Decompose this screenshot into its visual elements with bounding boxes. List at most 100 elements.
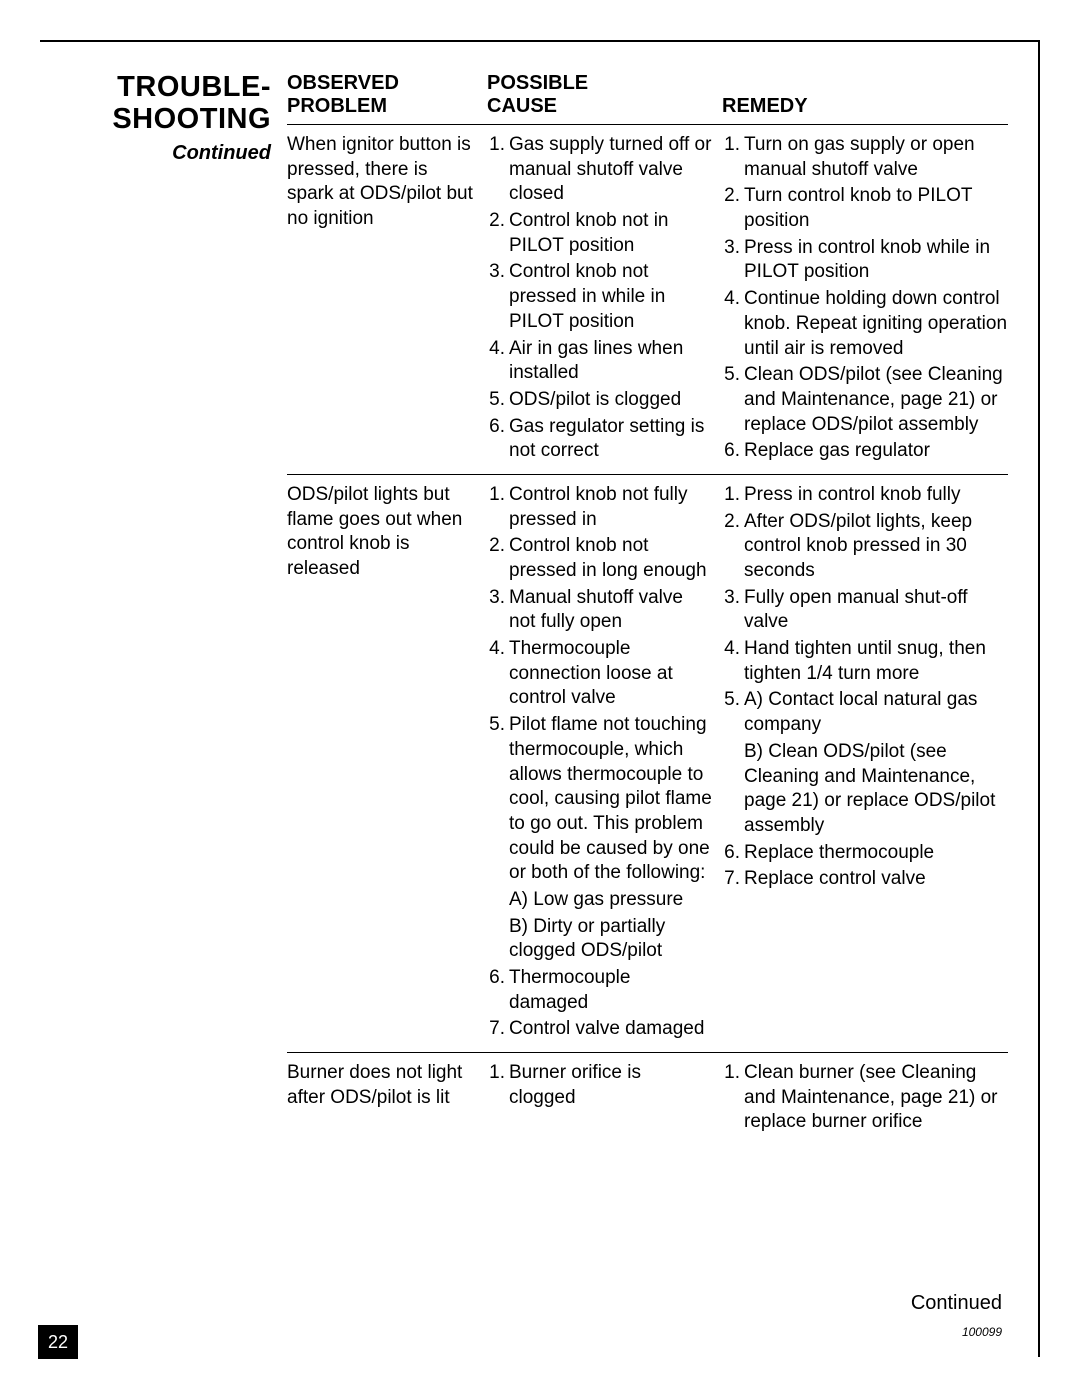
cell-cause-item: 4.Thermocouple connection loose at contr… — [487, 637, 712, 711]
table-row: Burner does not light after ODS/pilot is… — [287, 1053, 1008, 1145]
item-number: 6. — [487, 415, 509, 464]
item-number: 6. — [722, 841, 744, 866]
header-problem: OBSERVED PROBLEM — [287, 72, 487, 118]
item-text: Replace gas regulator — [744, 439, 1008, 464]
item-text: Press in control knob while in PILOT pos… — [744, 236, 1008, 285]
item-subtext: B) Clean ODS/pilot (see Cleaning and Mai… — [722, 740, 1008, 839]
cell-cause: 1.Control knob not fully pressed in2.Con… — [487, 483, 722, 1044]
cell-remedy-item: 5.A) Contact local natural gas company — [722, 688, 1008, 737]
cell-remedy-item: 4.Hand tighten until snug, then tighten … — [722, 637, 1008, 686]
item-number: 1. — [487, 483, 509, 532]
section-title-line1: TROUBLE- — [100, 72, 271, 104]
cell-cause: 1.Gas supply turned off or manual shutof… — [487, 133, 722, 466]
item-number: 1. — [722, 483, 744, 508]
cell-remedy-item: 6.Replace thermocouple — [722, 841, 1008, 866]
item-text: Turn on gas supply or open manual shutof… — [744, 133, 1008, 182]
table-header-row: OBSERVED PROBLEM POSSIBLE CAUSE REMEDY — [287, 72, 1008, 125]
item-text: Clean ODS/pilot (see Cleaning and Mainte… — [744, 363, 1008, 437]
item-number: 1. — [487, 1061, 509, 1110]
cell-cause-item: 5.Pilot flame not touching thermocouple,… — [487, 713, 712, 886]
item-number: 1. — [722, 133, 744, 182]
section-title: TROUBLE- SHOOTING — [100, 72, 271, 136]
item-text: Air in gas lines when installed — [509, 337, 712, 386]
item-text: Pilot flame not touching thermocouple, w… — [509, 713, 712, 886]
header-remedy-label: REMEDY — [722, 95, 808, 118]
header-cause-l1: POSSIBLE — [487, 72, 712, 95]
item-number: 3. — [487, 260, 509, 334]
cell-cause-item: 2.Control knob not pressed in long enoug… — [487, 534, 712, 583]
cell-remedy-item: 1.Turn on gas supply or open manual shut… — [722, 133, 1008, 182]
header-cause-l2: CAUSE — [487, 95, 712, 118]
cell-problem: When ignitor button is pressed, there is… — [287, 133, 487, 466]
cell-remedy: 1.Press in control knob fully2.After ODS… — [722, 483, 1008, 1044]
cell-cause-item: 2.Control knob not in PILOT position — [487, 209, 712, 258]
table-row: When ignitor button is pressed, there is… — [287, 125, 1008, 475]
page: TROUBLE- SHOOTING Continued OBSERVED PRO… — [0, 0, 1080, 1397]
layout: TROUBLE- SHOOTING Continued OBSERVED PRO… — [100, 72, 1008, 1297]
item-number: 3. — [722, 586, 744, 635]
item-number: 2. — [487, 209, 509, 258]
item-text: Thermocouple damaged — [509, 966, 712, 1015]
item-text: Replace thermocouple — [744, 841, 1008, 866]
section-title-line2: SHOOTING — [100, 104, 271, 136]
header-cause: POSSIBLE CAUSE — [487, 72, 722, 118]
table: OBSERVED PROBLEM POSSIBLE CAUSE REMEDY W… — [287, 72, 1008, 1297]
item-number: 5. — [487, 713, 509, 886]
item-text: Turn control knob to PILOT position — [744, 184, 1008, 233]
table-row: ODS/pilot lights but flame goes out when… — [287, 475, 1008, 1053]
item-number: 1. — [722, 1061, 744, 1135]
item-text: Control knob not in PILOT position — [509, 209, 712, 258]
item-number: 6. — [722, 439, 744, 464]
cell-problem: Burner does not light after ODS/pilot is… — [287, 1061, 487, 1137]
item-number: 2. — [487, 534, 509, 583]
cell-remedy-item: 3.Press in control knob while in PILOT p… — [722, 236, 1008, 285]
item-number: 4. — [722, 637, 744, 686]
item-number: 5. — [722, 363, 744, 437]
cell-cause-item: 3.Control knob not pressed in while in P… — [487, 260, 712, 334]
cell-cause-item: 1.Gas supply turned off or manual shutof… — [487, 133, 712, 207]
item-text: After ODS/pilot lights, keep control kno… — [744, 510, 1008, 584]
cell-remedy: 1.Turn on gas supply or open manual shut… — [722, 133, 1008, 466]
item-text: Control knob not pressed in while in PIL… — [509, 260, 712, 334]
section-continued: Continued — [100, 142, 271, 165]
cell-remedy-item: 1.Clean burner (see Cleaning and Mainten… — [722, 1061, 1008, 1135]
item-text: Gas supply turned off or manual shutoff … — [509, 133, 712, 207]
item-text: A) Contact local natural gas company — [744, 688, 1008, 737]
cell-remedy-item: 2.After ODS/pilot lights, keep control k… — [722, 510, 1008, 584]
item-text: Control knob not pressed in long enough — [509, 534, 712, 583]
cell-remedy-item: 5.Clean ODS/pilot (see Cleaning and Main… — [722, 363, 1008, 437]
cell-cause-item: 6.Thermocouple damaged — [487, 966, 712, 1015]
item-number: 7. — [487, 1017, 509, 1042]
cell-remedy-item: 1.Press in control knob fully — [722, 483, 1008, 508]
cell-cause-item: 7.Control valve damaged — [487, 1017, 712, 1042]
cell-remedy-item: 7.Replace control valve — [722, 867, 1008, 892]
item-number: 2. — [722, 184, 744, 233]
item-text: Clean burner (see Cleaning and Maintenan… — [744, 1061, 1008, 1135]
item-number: 5. — [722, 688, 744, 737]
page-number: 22 — [38, 1325, 78, 1359]
item-text: Fully open manual shut-off valve — [744, 586, 1008, 635]
item-text: Replace control valve — [744, 867, 1008, 892]
item-number: 4. — [722, 287, 744, 361]
item-text: Manual shutoff valve not fully open — [509, 586, 712, 635]
item-subtext: A) Low gas pressure — [487, 888, 712, 913]
item-text: Control knob not fully pressed in — [509, 483, 712, 532]
cell-cause-item: 6.Gas regulator setting is not correct — [487, 415, 712, 464]
cell-remedy: 1.Clean burner (see Cleaning and Mainten… — [722, 1061, 1008, 1137]
table-body: When ignitor button is pressed, there is… — [287, 125, 1008, 1145]
item-text: Burner orifice is clogged — [509, 1061, 712, 1110]
item-subtext: B) Dirty or partially clogged ODS/pilot — [487, 915, 712, 964]
header-problem-l2: PROBLEM — [287, 95, 477, 118]
cell-remedy-item: 2.Turn control knob to PILOT position — [722, 184, 1008, 233]
item-text: Hand tighten until snug, then tighten 1/… — [744, 637, 1008, 686]
cell-remedy-item: 4.Continue holding down control knob. Re… — [722, 287, 1008, 361]
item-text: Control valve damaged — [509, 1017, 712, 1042]
item-number: 3. — [487, 586, 509, 635]
cell-problem: ODS/pilot lights but flame goes out when… — [287, 483, 487, 1044]
cell-remedy-item: 6.Replace gas regulator — [722, 439, 1008, 464]
cell-remedy-item: 3.Fully open manual shut-off valve — [722, 586, 1008, 635]
cell-cause-item: 1.Burner orifice is clogged — [487, 1061, 712, 1110]
cell-cause-item: 1.Control knob not fully pressed in — [487, 483, 712, 532]
footer-continued: Continued — [911, 1292, 1002, 1315]
item-number: 7. — [722, 867, 744, 892]
